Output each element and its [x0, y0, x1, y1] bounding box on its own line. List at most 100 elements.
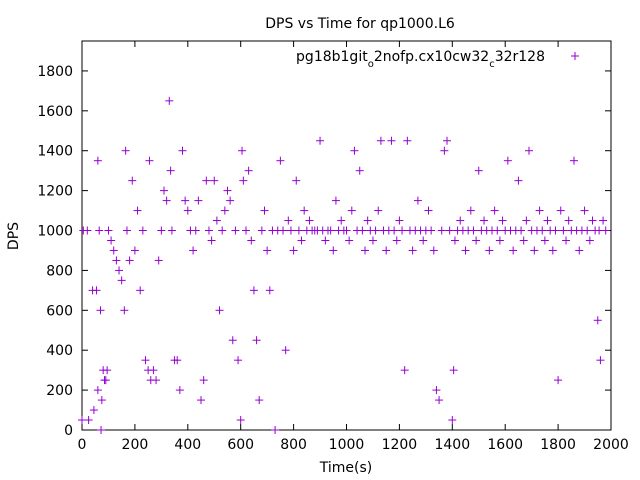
- data-point: [368, 236, 377, 245]
- data-point: [469, 226, 478, 235]
- data-point: [166, 166, 175, 175]
- y-tick-label: 1000: [37, 224, 73, 240]
- data-point: [432, 386, 441, 395]
- data-point: [202, 176, 211, 185]
- data-point: [382, 246, 391, 255]
- data-point: [162, 196, 171, 205]
- y-tick-label: 400: [46, 343, 73, 359]
- data-point: [228, 336, 237, 345]
- data-point: [138, 226, 147, 235]
- data-point: [207, 236, 216, 245]
- data-point: [257, 226, 266, 235]
- data-point: [128, 176, 137, 185]
- y-tick-label: 800: [46, 263, 73, 279]
- data-point: [107, 236, 116, 245]
- data-point: [448, 416, 457, 425]
- y-tick-label: 1600: [37, 104, 73, 120]
- y-tick-label: 0: [64, 423, 73, 439]
- data-point: [331, 196, 340, 205]
- data-point: [189, 246, 198, 255]
- data-point: [427, 226, 436, 235]
- data-point: [538, 226, 547, 235]
- data-point: [559, 226, 568, 235]
- y-tick-label: 200: [46, 383, 73, 399]
- data-point: [115, 266, 124, 275]
- data-point: [413, 196, 422, 205]
- data-point: [540, 236, 549, 245]
- data-point: [588, 216, 597, 225]
- data-point: [289, 246, 298, 255]
- data-point: [321, 236, 330, 245]
- data-point: [390, 226, 399, 235]
- data-point: [509, 246, 518, 255]
- data-point: [522, 216, 531, 225]
- data-point: [316, 136, 325, 145]
- data-point: [408, 246, 417, 255]
- data-point: [145, 156, 154, 165]
- data-points: [78, 96, 610, 434]
- data-point: [181, 196, 190, 205]
- data-point: [374, 206, 383, 215]
- data-point: [89, 406, 98, 415]
- data-point: [548, 246, 557, 255]
- data-point: [450, 236, 459, 245]
- data-point: [525, 146, 534, 155]
- data-point: [363, 216, 372, 225]
- data-point: [231, 226, 240, 235]
- data-point: [456, 216, 465, 225]
- legend-entry-label: pg18b1gito2nofp.cx10cw32c32r128: [296, 49, 545, 70]
- legend: pg18b1gito2nofp.cx10cw32c32r128: [296, 49, 579, 70]
- data-point: [517, 226, 526, 235]
- data-point: [569, 156, 578, 165]
- data-point: [204, 226, 213, 235]
- data-point: [281, 346, 290, 355]
- data-point: [109, 246, 118, 255]
- data-point: [212, 216, 221, 225]
- data-point: [130, 246, 139, 255]
- data-point: [191, 226, 200, 235]
- data-point: [493, 226, 502, 235]
- data-point: [284, 216, 293, 225]
- data-point: [466, 206, 475, 215]
- data-point: [472, 236, 481, 245]
- x-tick-label: 0: [78, 437, 87, 453]
- data-point: [241, 226, 250, 235]
- x-tick-label: 400: [174, 437, 201, 453]
- data-point: [276, 156, 285, 165]
- y-tick-label: 1200: [37, 184, 73, 200]
- data-point: [97, 426, 106, 434]
- data-point: [96, 306, 105, 315]
- data-point: [286, 226, 295, 235]
- data-point: [244, 166, 253, 175]
- data-point: [175, 386, 184, 395]
- data-point: [255, 396, 264, 405]
- data-point: [194, 196, 203, 205]
- data-point: [503, 156, 512, 165]
- data-point: [326, 226, 335, 235]
- data-point: [583, 226, 592, 235]
- data-point: [371, 226, 380, 235]
- data-point: [93, 386, 102, 395]
- data-point: [543, 216, 552, 225]
- data-point: [173, 356, 182, 365]
- data-point: [141, 356, 150, 365]
- data-point: [133, 206, 142, 215]
- legend-marker: [571, 52, 579, 60]
- data-point: [387, 136, 396, 145]
- data-point: [178, 146, 187, 155]
- data-point: [551, 226, 560, 235]
- data-point: [424, 206, 433, 215]
- data-point: [234, 356, 243, 365]
- data-point: [210, 176, 219, 185]
- data-point: [279, 226, 288, 235]
- data-point: [514, 176, 523, 185]
- data-point: [103, 366, 112, 375]
- data-point: [252, 336, 261, 345]
- data-point: [556, 206, 565, 215]
- data-point: [519, 236, 528, 245]
- data-point: [449, 366, 458, 375]
- x-tick-label: 800: [280, 437, 307, 453]
- data-point: [239, 176, 248, 185]
- y-tick-label: 1400: [37, 144, 73, 160]
- data-point: [593, 316, 602, 325]
